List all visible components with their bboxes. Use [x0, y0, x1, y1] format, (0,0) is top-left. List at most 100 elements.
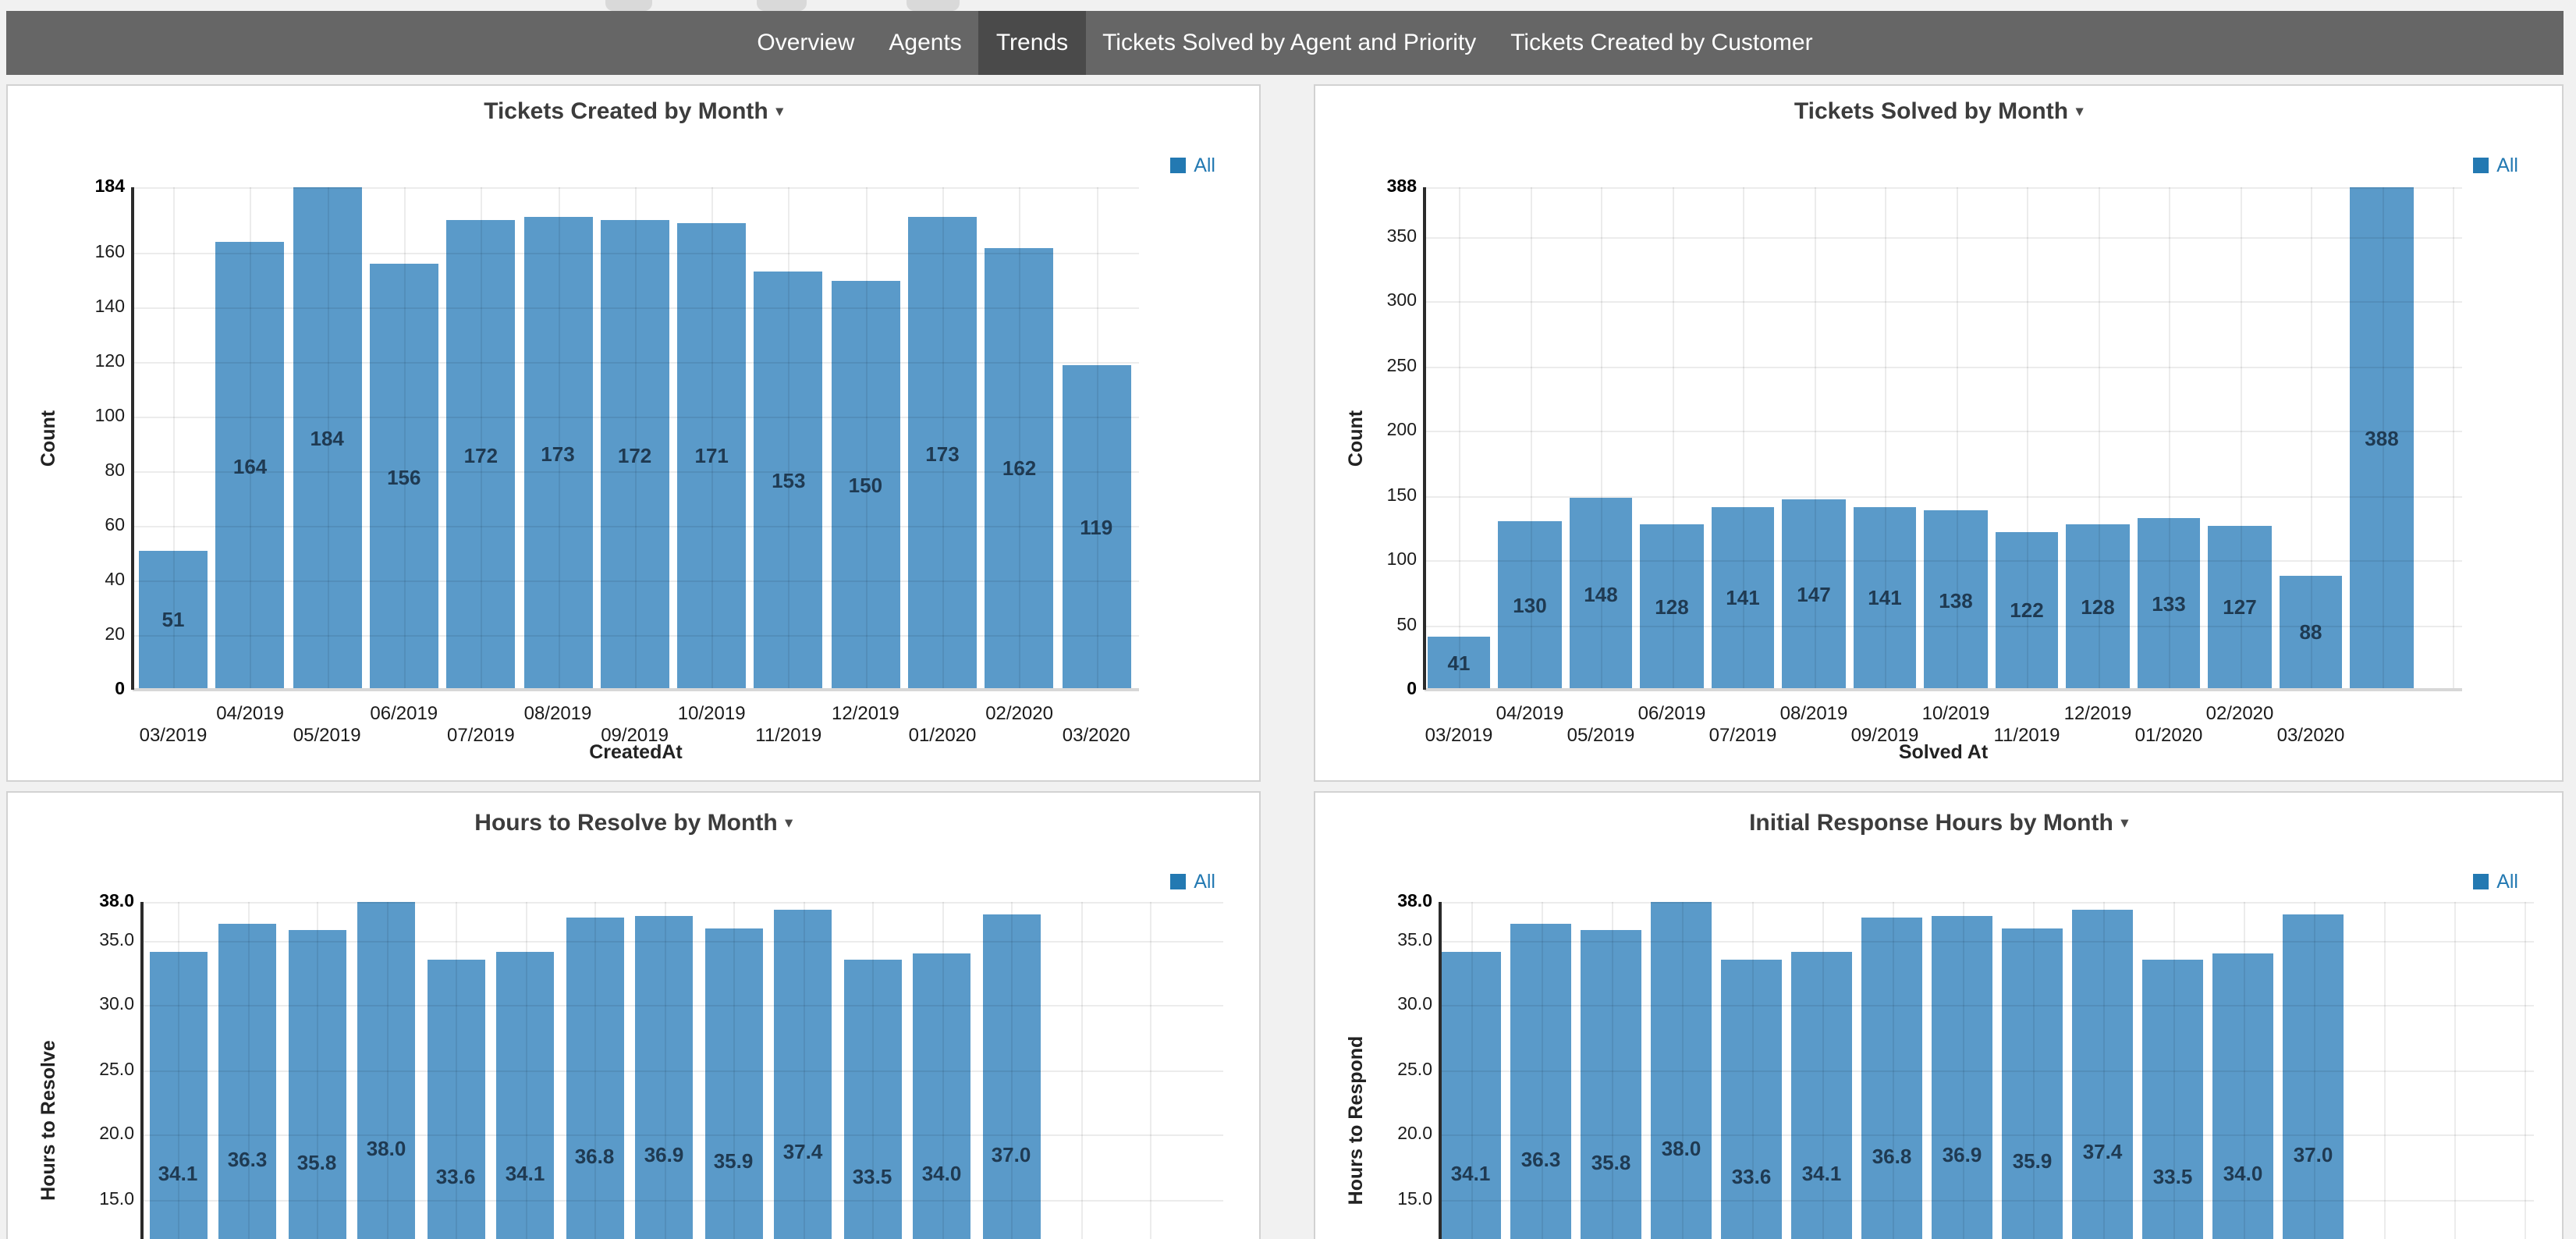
- bar-value-label: 141: [1868, 586, 1902, 610]
- bar[interactable]: [523, 217, 592, 690]
- bar[interactable]: [369, 264, 438, 690]
- bar-value-label: 36.8: [1872, 1144, 1912, 1168]
- bar-value-label: 130: [1513, 594, 1547, 618]
- x-tick-label: 10/2019: [677, 702, 746, 724]
- gridline-horizontal: [1425, 625, 2462, 627]
- legend[interactable]: All: [2473, 871, 2518, 893]
- gridline-horizontal: [133, 471, 1139, 473]
- bar[interactable]: [2071, 909, 2134, 1239]
- bar[interactable]: [218, 924, 276, 1239]
- nav-tab-agents[interactable]: Agents: [889, 29, 962, 56]
- bar[interactable]: [2279, 575, 2343, 690]
- bar-value-label: 36.9: [644, 1143, 684, 1167]
- bar[interactable]: [2282, 914, 2344, 1239]
- bar-value-label: 38.0: [366, 1136, 406, 1160]
- plot-area: 34.1 36.3 35.8 38.0 33.6 34.1 36.8 36.9 35.9 37.4…: [140, 902, 1223, 1239]
- y-axis-line: [140, 902, 143, 1239]
- gridline-vertical: [247, 902, 249, 1239]
- bar[interactable]: [215, 242, 285, 690]
- bar[interactable]: [2212, 953, 2274, 1239]
- bar[interactable]: [139, 550, 208, 690]
- bar[interactable]: [635, 916, 693, 1239]
- legend[interactable]: All: [1170, 154, 1215, 176]
- bar[interactable]: [2137, 517, 2201, 690]
- bar[interactable]: [446, 220, 516, 690]
- bar[interactable]: [1427, 636, 1491, 690]
- bar-value-label: 138: [1939, 588, 1973, 612]
- chart-title[interactable]: Tickets Solved by Month ▾: [1315, 98, 2562, 125]
- nav-tab-overview[interactable]: Overview: [757, 29, 855, 56]
- gridline-vertical: [1822, 902, 1823, 1239]
- gridline-vertical: [1611, 902, 1613, 1239]
- bar-value-label: 150: [848, 473, 883, 497]
- bar[interactable]: [2066, 524, 2130, 690]
- gridline-vertical: [865, 187, 868, 690]
- bar[interactable]: [2141, 960, 2204, 1239]
- bar[interactable]: [427, 959, 484, 1239]
- bar[interactable]: [149, 952, 207, 1239]
- gridline-vertical: [2383, 902, 2385, 1239]
- bar[interactable]: [1439, 952, 1502, 1239]
- bar-value-label: 34.1: [1801, 1161, 1842, 1185]
- bar[interactable]: [774, 909, 832, 1239]
- bar-value-label: 37.0: [2293, 1142, 2333, 1166]
- legend[interactable]: All: [2473, 154, 2518, 176]
- bar[interactable]: [1510, 924, 1572, 1239]
- gridline-horizontal: [1425, 366, 2462, 368]
- bar[interactable]: [288, 930, 346, 1239]
- bar[interactable]: [600, 220, 669, 690]
- bar[interactable]: [1720, 959, 1783, 1239]
- bar[interactable]: [843, 960, 901, 1239]
- bar[interactable]: [754, 272, 823, 690]
- bar[interactable]: [1711, 506, 1775, 690]
- bar[interactable]: [2001, 928, 2063, 1239]
- bar[interactable]: [913, 953, 970, 1239]
- bar[interactable]: [1569, 498, 1633, 690]
- bar[interactable]: [1853, 506, 1917, 690]
- bar[interactable]: [1782, 499, 1846, 690]
- bar[interactable]: [496, 952, 554, 1239]
- bar[interactable]: [1498, 521, 1562, 690]
- chart-title[interactable]: Tickets Created by Month ▾: [8, 98, 1259, 125]
- bar[interactable]: [293, 187, 362, 690]
- bar[interactable]: [1924, 510, 1988, 690]
- bar[interactable]: [1062, 364, 1131, 690]
- gridline-vertical: [403, 187, 406, 690]
- bar-value-label: 172: [463, 443, 499, 467]
- gridline-horizontal: [1425, 560, 2462, 562]
- bar[interactable]: [908, 217, 977, 690]
- bar[interactable]: [357, 902, 415, 1239]
- gridline-vertical: [525, 902, 527, 1239]
- legend-label: All: [1194, 154, 1215, 176]
- bar[interactable]: [677, 222, 747, 690]
- bar[interactable]: [1580, 930, 1642, 1239]
- bar[interactable]: [2350, 187, 2414, 690]
- chart-title[interactable]: Hours to Resolve by Month ▾: [8, 810, 1259, 836]
- bar[interactable]: [1931, 916, 1993, 1239]
- bar[interactable]: [704, 928, 762, 1239]
- bar[interactable]: [1790, 952, 1853, 1239]
- bar[interactable]: [1861, 917, 1923, 1239]
- gridline-vertical: [1962, 902, 1964, 1239]
- y-tick-label: 20: [105, 626, 125, 644]
- bar[interactable]: [985, 247, 1054, 690]
- bar[interactable]: [1650, 902, 1712, 1239]
- dropdown-caret-icon: ▾: [2076, 103, 2084, 119]
- gridline-horizontal: [1440, 902, 2534, 904]
- bar[interactable]: [831, 280, 900, 690]
- bar[interactable]: [982, 914, 1040, 1239]
- gridline-vertical: [250, 187, 252, 690]
- gridline-vertical: [664, 902, 665, 1239]
- legend[interactable]: All: [1170, 871, 1215, 893]
- chart-title[interactable]: Initial Response Hours by Month ▾: [1315, 810, 2562, 836]
- nav-tab-trends[interactable]: Trends: [978, 10, 1086, 75]
- bar[interactable]: [1640, 524, 1704, 690]
- bar[interactable]: [2208, 525, 2272, 690]
- gridline-vertical: [2524, 902, 2525, 1239]
- nav-tab-tickets-solved-by-agent-and-priority[interactable]: Tickets Solved by Agent and Priority: [1102, 29, 1477, 56]
- nav-tab-tickets-created-by-customer[interactable]: Tickets Created by Customer: [1510, 29, 1813, 56]
- bar[interactable]: [1995, 531, 2059, 690]
- bar[interactable]: [566, 917, 623, 1239]
- gridline-vertical: [317, 902, 318, 1239]
- x-tick-label: 01/2020: [908, 724, 977, 746]
